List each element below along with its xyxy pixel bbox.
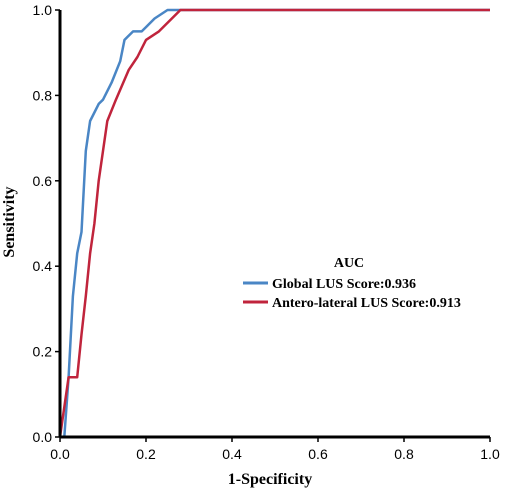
x-axis-title: 1-Specificity xyxy=(228,471,312,488)
legend-label-antero-lateral: Antero-lateral LUS Score:0.913 xyxy=(272,296,461,311)
plot-area xyxy=(58,8,490,439)
y-tick-label: 0.8 xyxy=(33,87,53,103)
series-line-global xyxy=(60,8,490,439)
x-tick-label: 0.2 xyxy=(136,446,156,462)
legend-label-global: Global LUS Score:0.936 xyxy=(272,277,416,292)
legend-title: AUC xyxy=(334,256,364,271)
y-tick-label: 0.4 xyxy=(33,258,53,274)
series-line-antero-lateral xyxy=(58,8,490,438)
y-tick-label: 0.2 xyxy=(33,344,53,360)
y-axis-ticks: 0.0 0.2 0.4 0.6 0.8 1.0 xyxy=(33,2,60,445)
x-tick-label: 0.4 xyxy=(222,446,242,462)
x-axis-ticks: 0.0 0.2 0.4 0.6 0.8 1.0 xyxy=(50,437,500,462)
x-tick-label: 0.6 xyxy=(308,446,328,462)
y-tick-label: 0.0 xyxy=(33,429,53,445)
y-tick-label: 0.6 xyxy=(33,173,53,189)
x-tick-label: 0.8 xyxy=(394,446,414,462)
y-axis-title: Sensitivity xyxy=(1,186,18,257)
x-tick-label: 0.0 xyxy=(50,446,70,462)
x-tick-label: 1.0 xyxy=(480,446,500,462)
y-tick-label: 1.0 xyxy=(33,2,53,18)
legend: AUC Global LUS Score:0.936 Antero-latera… xyxy=(243,256,461,311)
